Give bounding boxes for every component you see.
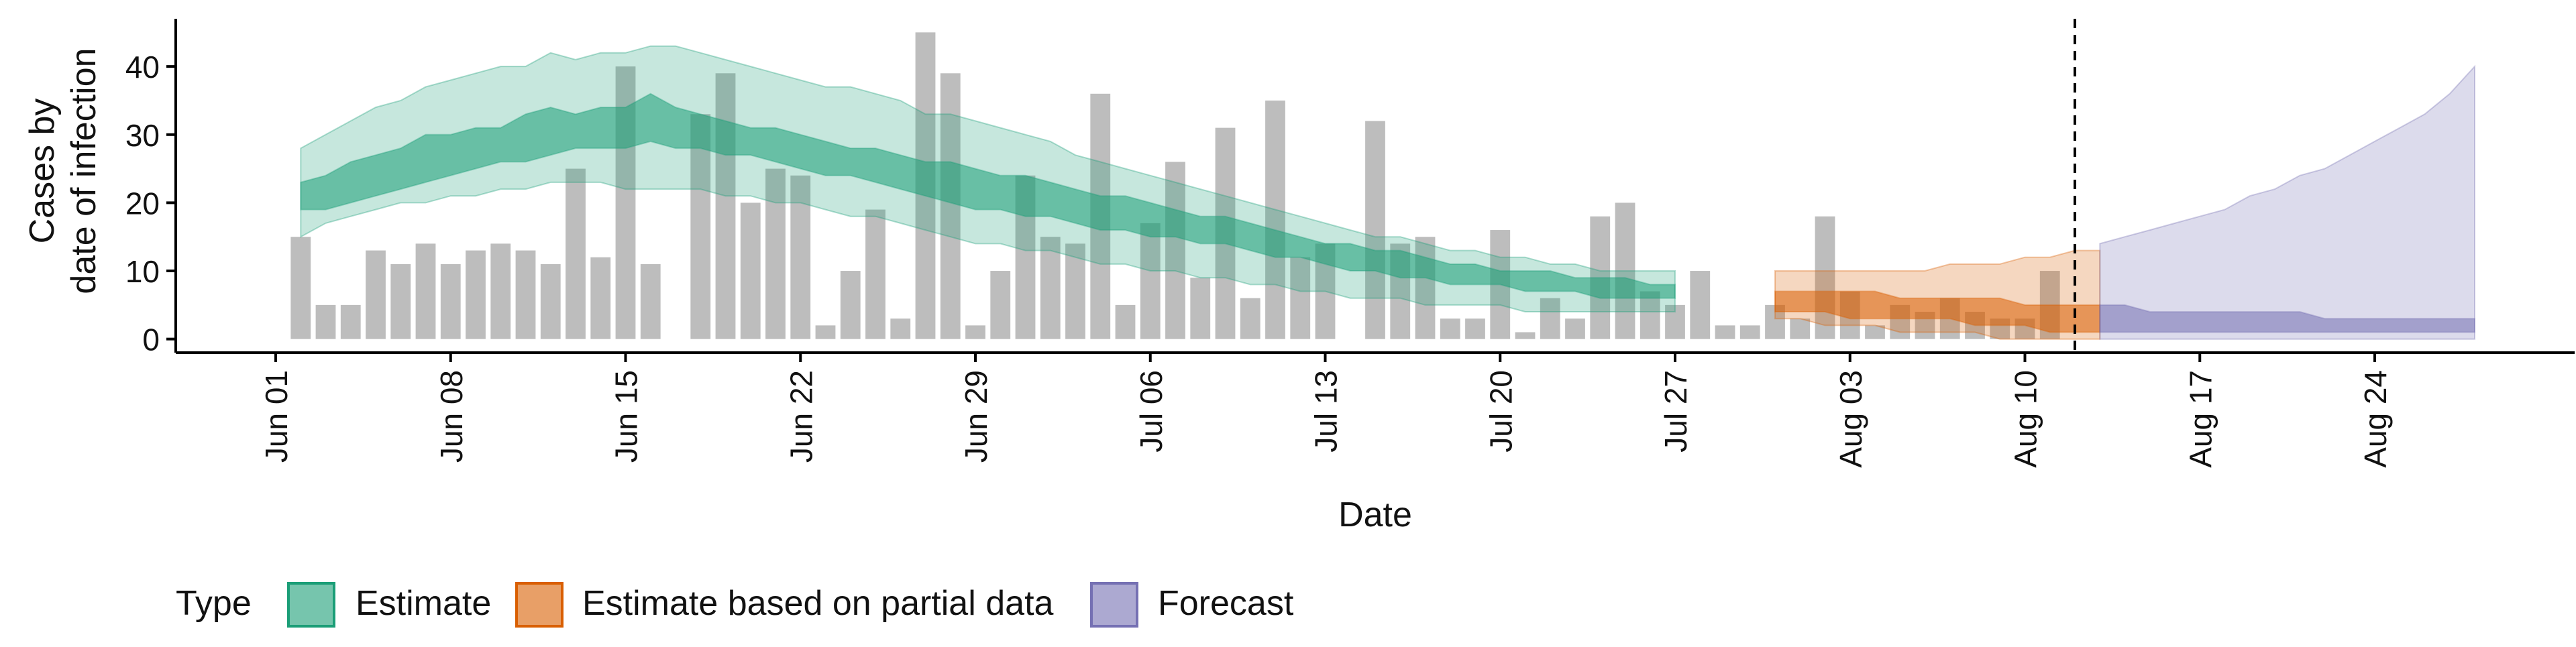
case-bar <box>490 243 511 339</box>
case-bar <box>540 263 561 339</box>
x-tick-label: Jul 06 <box>1134 370 1169 453</box>
case-bar <box>740 202 761 339</box>
ribbon-outer <box>2099 64 2475 340</box>
case-bar <box>1115 304 1136 339</box>
legend-title: Type <box>176 584 252 623</box>
case-bar <box>1865 325 1885 339</box>
case-bar <box>1690 271 1711 339</box>
legend-label: Forecast <box>1158 584 1294 623</box>
case-bar <box>940 73 961 339</box>
legend-key <box>1090 582 1138 628</box>
x-tick-label: Jun 22 <box>784 370 818 463</box>
y-tick-label: 30 <box>125 118 160 153</box>
case-bar <box>340 304 361 339</box>
case-bar <box>1040 237 1061 339</box>
case-bar <box>1365 121 1385 339</box>
case-bar <box>790 175 811 339</box>
case-bar <box>865 209 885 339</box>
legend-label: Estimate based on partial data <box>582 584 1054 623</box>
case-bar <box>890 318 911 339</box>
case-bar <box>366 250 386 339</box>
y-tick-label: 0 <box>142 322 160 357</box>
ribbon-inner <box>300 93 1676 299</box>
case-bar <box>1515 332 1536 339</box>
x-tick-label: Jun 29 <box>959 370 994 463</box>
y-axis-title-line1: Cases by <box>23 99 62 244</box>
case-bar <box>965 325 985 339</box>
x-tick-label: Jul 27 <box>1658 370 1693 453</box>
case-bar <box>1240 298 1260 339</box>
case-bar <box>690 114 711 339</box>
case-bar <box>815 325 836 339</box>
legend-key <box>515 582 564 628</box>
case-bar <box>590 257 611 339</box>
case-bar <box>1140 223 1161 339</box>
case-bar <box>990 271 1011 339</box>
x-tick-label: Jun 01 <box>259 370 294 463</box>
x-tick-label: Aug 24 <box>2358 370 2393 468</box>
case-bar <box>1715 325 1735 339</box>
case-bar <box>290 237 311 339</box>
ribbons-layer <box>300 45 2475 340</box>
x-tick-label: Jul 13 <box>1309 370 1344 453</box>
x-tick-label: Jun 15 <box>609 370 644 463</box>
case-bar <box>415 243 436 339</box>
case-bar <box>640 263 661 339</box>
case-bar <box>315 304 336 339</box>
x-tick-label: Aug 17 <box>2183 370 2218 468</box>
case-bar <box>715 73 736 339</box>
legend-key <box>287 582 335 628</box>
case-bar <box>1440 318 1460 339</box>
legend: Type Estimate Estimate based on partial d… <box>176 582 1294 628</box>
x-axis-title: Date <box>1338 495 1412 534</box>
y-tick-label: 10 <box>125 254 160 289</box>
y-tick-label: 40 <box>125 50 160 84</box>
ribbon-inner <box>2099 304 2475 333</box>
x-tick-label: Jun 08 <box>434 370 469 463</box>
case-bar <box>466 250 486 339</box>
case-bar <box>515 250 536 339</box>
case-bar <box>1640 291 1660 339</box>
case-bar <box>765 168 786 339</box>
case-bar <box>1190 278 1211 339</box>
case-bar <box>1565 318 1585 339</box>
case-bar <box>1815 216 1835 339</box>
case-bar <box>1265 100 1285 339</box>
x-tick-label: Aug 10 <box>2008 370 2043 468</box>
case-bar <box>440 263 461 339</box>
case-bar <box>1739 325 1760 339</box>
case-bar <box>1065 243 1085 339</box>
x-tick-label: Jul 20 <box>1483 370 1518 453</box>
y-axis-title-line2: date of infection <box>64 48 103 294</box>
case-bar <box>1290 257 1311 339</box>
y-tick-label: 20 <box>125 186 160 221</box>
case-bar <box>1415 237 1436 339</box>
case-bar <box>1615 202 1635 339</box>
case-bar <box>1665 304 1685 339</box>
legend-label: Estimate <box>356 584 491 623</box>
x-tick-label: Aug 03 <box>1833 370 1868 468</box>
case-bar <box>1165 162 1185 339</box>
case-bar <box>566 168 586 339</box>
case-bar <box>1790 318 1811 339</box>
case-bar <box>1540 298 1560 339</box>
case-bar <box>840 271 861 339</box>
axes-layer: 0 10 20 30 40 Jun 01 Jun 08 Jun 15 Jun 22 Jun 29 J… <box>125 19 2575 468</box>
case-bar <box>390 263 411 339</box>
case-bar <box>1465 318 1485 339</box>
